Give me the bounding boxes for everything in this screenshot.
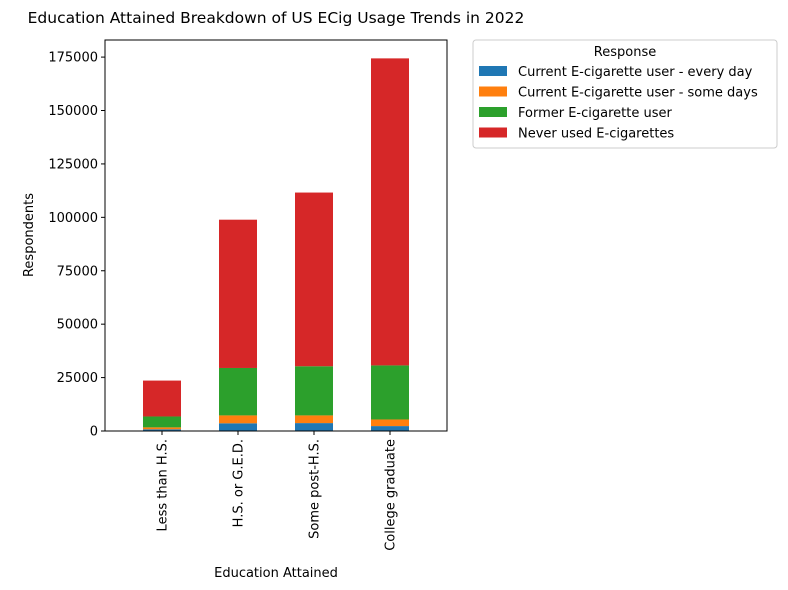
y-axis-label: Respondents (22, 193, 37, 277)
bar-segment (219, 219, 257, 368)
plot-frame (104, 39, 448, 432)
y-tick-label: 100000 (48, 211, 98, 226)
legend-entry: Current E-cigarette user - some days (518, 86, 758, 101)
x-tick-label: H.S. or G.E.D. (232, 439, 247, 527)
x-tick-label: Less than H.S. (156, 439, 171, 531)
legend-frame (472, 39, 778, 149)
bar-segment (219, 415, 257, 424)
x-axis-label: Education Attained (214, 566, 338, 581)
bar-segment (371, 365, 409, 420)
bar-segment (371, 419, 409, 427)
y-tick-label: 175000 (48, 51, 98, 66)
legend-swatch (479, 107, 507, 117)
legend-swatch (479, 86, 507, 97)
y-axis: 0 25000 50000 75000 100000 125000 150000 175000 (48, 51, 105, 440)
bar-segment (143, 429, 181, 431)
bar-segment (219, 367, 257, 416)
chart-title: Education Attained Breakdown of US ECig … (28, 9, 525, 27)
legend-title: Response (594, 45, 656, 60)
legend-entry: Never used E-cigarettes (518, 127, 674, 142)
x-axis: Less than H.S. H.S. or G.E.D. Some post-H.… (156, 431, 399, 551)
bar-segment (371, 426, 409, 431)
y-tick-label: 25000 (57, 371, 98, 386)
bar-segment (143, 416, 181, 428)
bar-segment (371, 58, 409, 366)
x-tick-label: College graduate (384, 439, 399, 551)
bar-segment (295, 366, 333, 416)
legend-entry: Current E-cigarette user - every day (518, 65, 753, 80)
y-tick-label: 0 (90, 425, 98, 440)
bar-segment (295, 423, 333, 431)
bar-segment (143, 427, 181, 430)
bar-segment (295, 415, 333, 424)
y-tick-label: 125000 (48, 157, 98, 172)
legend-swatch (479, 66, 507, 76)
bars (143, 58, 409, 431)
bar-segment (219, 423, 257, 431)
legend-swatch (479, 127, 507, 138)
y-tick-label: 75000 (57, 264, 98, 279)
legend: Response Current E-cigarette user - ever… (472, 39, 778, 149)
bar-segment (295, 192, 333, 367)
legend-entry: Former E-cigarette user (518, 106, 672, 121)
bar-segment (143, 380, 181, 417)
y-tick-label: 150000 (48, 104, 98, 119)
y-tick-label: 50000 (57, 318, 98, 333)
x-tick-label: Some post-H.S. (308, 439, 323, 539)
